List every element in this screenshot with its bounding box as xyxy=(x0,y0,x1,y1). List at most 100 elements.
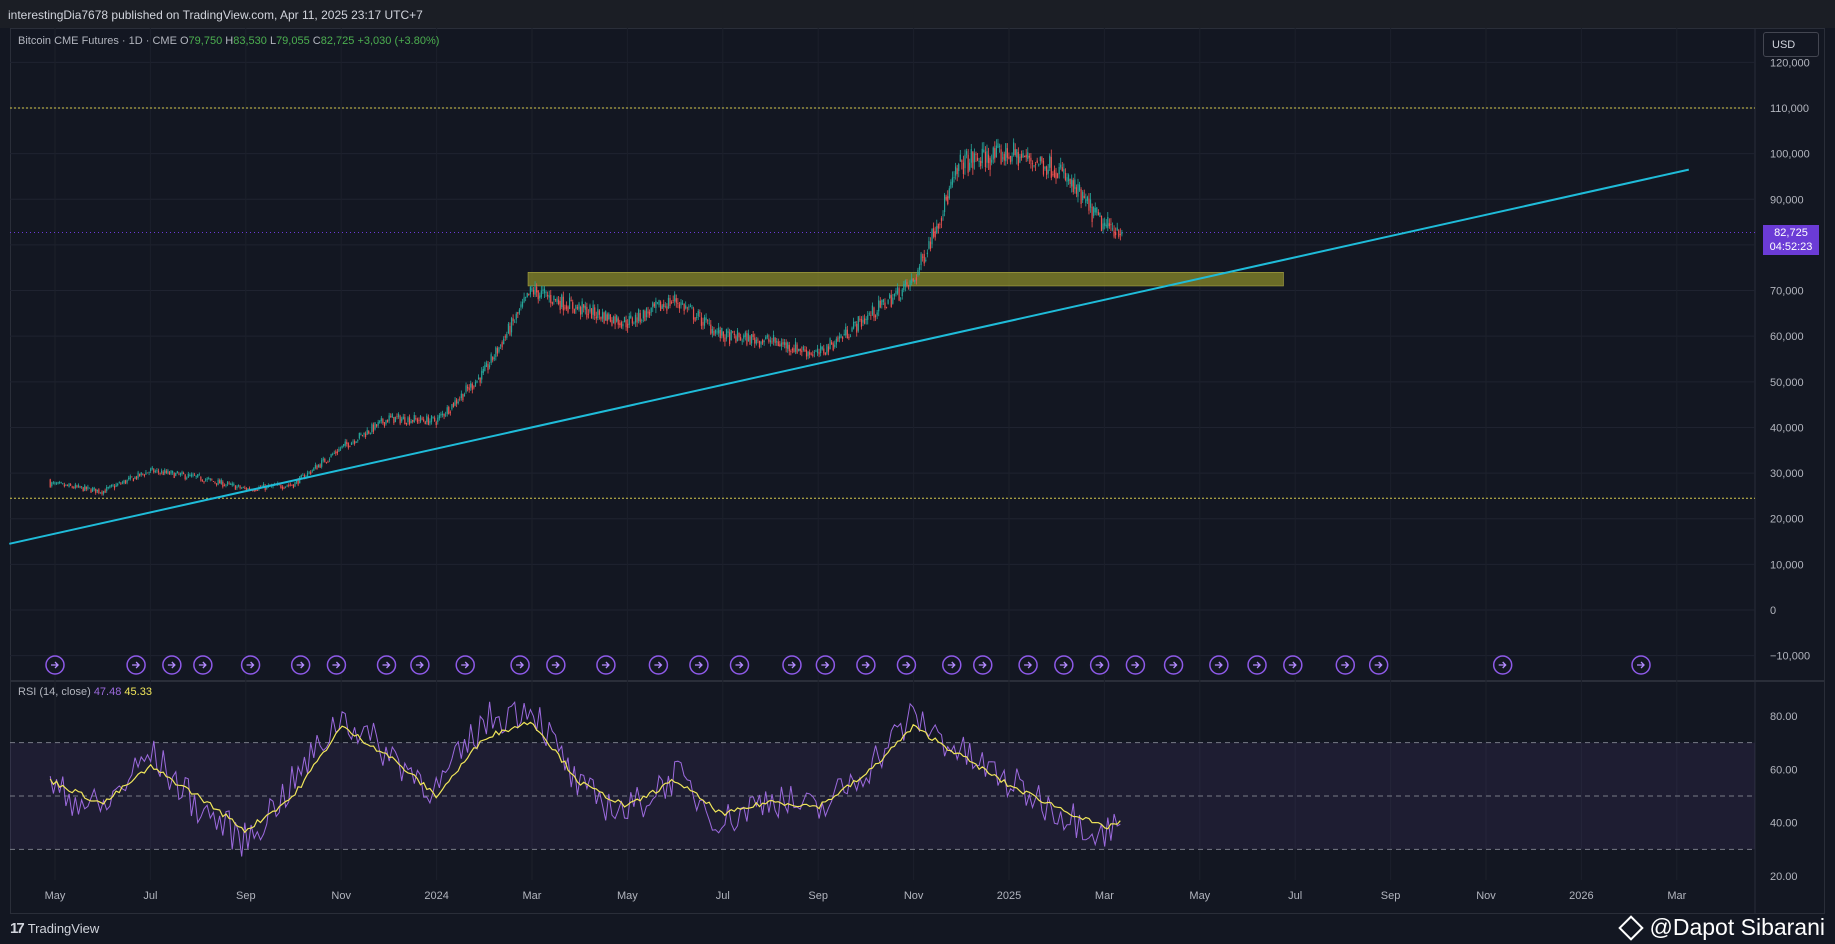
candle[interactable] xyxy=(537,290,539,304)
candle[interactable] xyxy=(998,143,1001,153)
candle[interactable] xyxy=(336,448,338,456)
candle[interactable] xyxy=(1045,165,1048,180)
candle[interactable] xyxy=(543,286,546,298)
candle[interactable] xyxy=(1038,163,1040,167)
candle[interactable] xyxy=(845,323,847,339)
candle[interactable] xyxy=(1008,152,1010,160)
candle[interactable] xyxy=(708,318,710,326)
candle[interactable] xyxy=(838,332,841,343)
candle[interactable] xyxy=(696,312,698,321)
candle[interactable] xyxy=(766,333,768,340)
symbol-legend[interactable]: Bitcoin CME Futures · 1D · CME O79,750 H… xyxy=(18,35,439,47)
candle[interactable] xyxy=(917,267,919,277)
candle[interactable] xyxy=(316,464,318,470)
candle[interactable] xyxy=(539,292,541,302)
candle[interactable] xyxy=(809,349,811,359)
candle[interactable] xyxy=(445,411,447,418)
candle[interactable] xyxy=(128,475,130,481)
candle[interactable] xyxy=(375,423,378,428)
candle[interactable] xyxy=(842,336,844,342)
candle[interactable] xyxy=(611,317,613,327)
candle[interactable] xyxy=(129,474,131,481)
candle[interactable] xyxy=(503,336,505,345)
candle[interactable] xyxy=(625,315,627,331)
tradingview-logo[interactable]: 17 TradingView xyxy=(10,920,99,937)
candle[interactable] xyxy=(1083,189,1085,199)
candle[interactable] xyxy=(746,330,748,347)
candle[interactable] xyxy=(559,296,561,314)
event-marker[interactable] xyxy=(326,655,347,675)
candle[interactable] xyxy=(346,439,348,447)
candle[interactable] xyxy=(583,303,585,313)
candle[interactable] xyxy=(143,473,145,478)
candle[interactable] xyxy=(492,356,494,363)
candle[interactable] xyxy=(244,485,246,490)
candle[interactable] xyxy=(981,142,983,169)
candle[interactable] xyxy=(394,416,397,423)
candle[interactable] xyxy=(644,309,646,322)
candle[interactable] xyxy=(650,307,652,316)
candle[interactable] xyxy=(408,414,411,426)
candle[interactable] xyxy=(1080,187,1082,209)
candle[interactable] xyxy=(354,439,356,446)
candle[interactable] xyxy=(790,349,792,356)
candle[interactable] xyxy=(741,338,743,345)
candle[interactable] xyxy=(967,149,969,177)
candle[interactable] xyxy=(416,417,418,424)
candle[interactable] xyxy=(606,312,608,325)
candle[interactable] xyxy=(660,300,662,312)
candle[interactable] xyxy=(62,482,64,485)
candle[interactable] xyxy=(181,470,183,476)
candle[interactable] xyxy=(594,304,596,320)
candle[interactable] xyxy=(956,164,958,182)
candle[interactable] xyxy=(93,486,95,492)
candle[interactable] xyxy=(1058,163,1060,179)
candle[interactable] xyxy=(434,415,436,422)
candle[interactable] xyxy=(794,337,797,355)
event-marker[interactable] xyxy=(126,655,146,675)
candle[interactable] xyxy=(167,468,169,475)
candle[interactable] xyxy=(504,334,506,341)
candle[interactable] xyxy=(823,344,825,356)
candle[interactable] xyxy=(846,325,848,339)
candle[interactable] xyxy=(740,333,742,341)
candle[interactable] xyxy=(1005,142,1007,166)
ascending-trendline[interactable] xyxy=(9,168,1690,545)
candle[interactable] xyxy=(692,306,695,324)
candle[interactable] xyxy=(575,304,577,314)
candle[interactable] xyxy=(435,420,437,428)
candle[interactable] xyxy=(964,149,966,175)
candle[interactable] xyxy=(661,303,663,310)
candle[interactable] xyxy=(463,392,466,397)
candle[interactable] xyxy=(120,481,122,486)
candle[interactable] xyxy=(1016,149,1018,165)
candle[interactable] xyxy=(157,468,160,475)
candle[interactable] xyxy=(150,467,152,474)
candle[interactable] xyxy=(1028,153,1030,165)
candle[interactable] xyxy=(1096,206,1098,216)
candle[interactable] xyxy=(570,296,572,302)
candle[interactable] xyxy=(1115,227,1117,239)
event-marker[interactable] xyxy=(546,655,566,675)
candle[interactable] xyxy=(361,434,364,437)
candle[interactable] xyxy=(101,490,103,496)
candle[interactable] xyxy=(928,236,930,250)
event-marker[interactable] xyxy=(1368,655,1389,675)
event-marker[interactable] xyxy=(1335,655,1356,675)
candle[interactable] xyxy=(419,414,422,424)
candle[interactable] xyxy=(220,478,222,485)
candle[interactable] xyxy=(1000,144,1002,165)
candle[interactable] xyxy=(1074,173,1076,194)
candle[interactable] xyxy=(193,472,196,476)
candle[interactable] xyxy=(1052,171,1054,177)
candle[interactable] xyxy=(556,296,558,305)
candle[interactable] xyxy=(896,283,899,296)
candle[interactable] xyxy=(350,441,353,445)
candle[interactable] xyxy=(765,335,767,340)
candle[interactable] xyxy=(413,412,415,423)
candle[interactable] xyxy=(154,469,156,474)
event-marker[interactable] xyxy=(973,655,993,675)
candle[interactable] xyxy=(813,350,815,358)
candle[interactable] xyxy=(934,226,936,241)
